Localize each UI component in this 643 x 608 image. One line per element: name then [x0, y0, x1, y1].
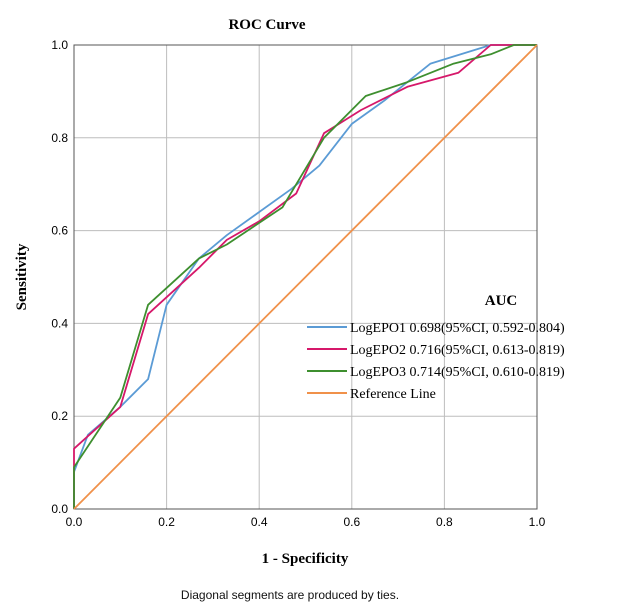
- x-tick-label: 0.8: [436, 515, 453, 529]
- y-tick-label: 0.6: [51, 224, 68, 238]
- chart-title: ROC Curve: [228, 17, 305, 33]
- grid-lines: [74, 45, 537, 509]
- y-axis-label: Sensitivity: [14, 243, 30, 310]
- plot-area-frame: [73, 44, 538, 510]
- x-tick-label: 0.2: [158, 515, 175, 529]
- y-tick-label: 0.0: [51, 502, 68, 516]
- series-line-logepo3: [73, 44, 537, 509]
- y-tick-label: 1.0: [51, 38, 68, 52]
- series-line-reference: [73, 44, 538, 510]
- series-lines: [73, 44, 538, 510]
- legend-title: AUC: [485, 293, 518, 309]
- axis-tick-labels: 0.0 0.2 0.4 0.6 0.8 1.0 0.0 0.2 0.4 0.6 0.8 1.0: [51, 38, 545, 529]
- y-tick-label: 0.8: [51, 131, 68, 145]
- series-line-logepo2: [73, 44, 537, 509]
- legend-label: LogEPO3 0.714(95%CI, 0.610-0.819): [350, 365, 565, 380]
- x-axis-label: 1 - Specificity: [262, 551, 349, 567]
- x-tick-label: 0.4: [251, 515, 268, 529]
- y-tick-label: 0.2: [51, 409, 68, 423]
- legend-label: LogEPO1 0.698(95%CI, 0.592-0.804): [350, 321, 565, 336]
- legend-label: LogEPO2 0.716(95%CI, 0.613-0.819): [350, 343, 565, 358]
- y-tick-label: 0.4: [51, 316, 68, 330]
- x-tick-label: 1.0: [529, 515, 546, 529]
- x-tick-label: 0.6: [343, 515, 360, 529]
- legend: LogEPO1 0.698(95%CI, 0.592-0.804) LogEPO2…: [307, 321, 565, 402]
- footnote: Diagonal segments are produced by ties.: [181, 588, 399, 602]
- x-tick-label: 0.0: [66, 515, 83, 529]
- legend-label: Reference Line: [350, 387, 436, 402]
